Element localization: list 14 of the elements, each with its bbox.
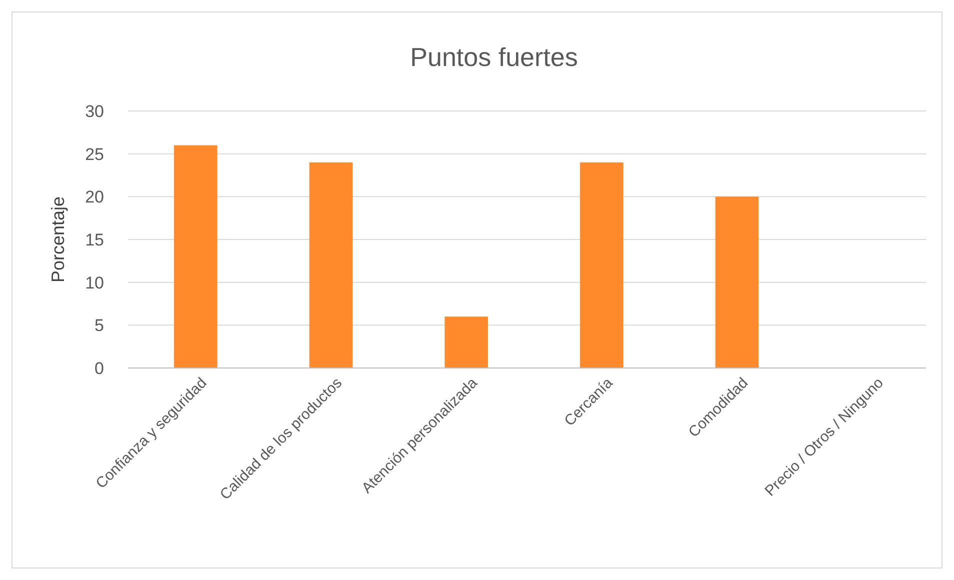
y-tick-label: 5 xyxy=(94,316,104,336)
bar xyxy=(309,162,353,368)
y-tick-label: 10 xyxy=(85,273,104,292)
y-tick-label: 20 xyxy=(85,188,104,207)
bar xyxy=(444,316,488,368)
bar xyxy=(580,162,624,368)
y-tick-label: 15 xyxy=(85,230,104,250)
bar xyxy=(715,196,759,368)
bar xyxy=(174,145,218,368)
y-tick-label: 30 xyxy=(85,102,104,121)
y-tick-label: 25 xyxy=(85,144,104,164)
y-axis-title: Porcentaje xyxy=(48,196,68,283)
y-tick-label: 0 xyxy=(94,358,104,378)
chart-title: Puntos fuertes xyxy=(410,42,578,72)
